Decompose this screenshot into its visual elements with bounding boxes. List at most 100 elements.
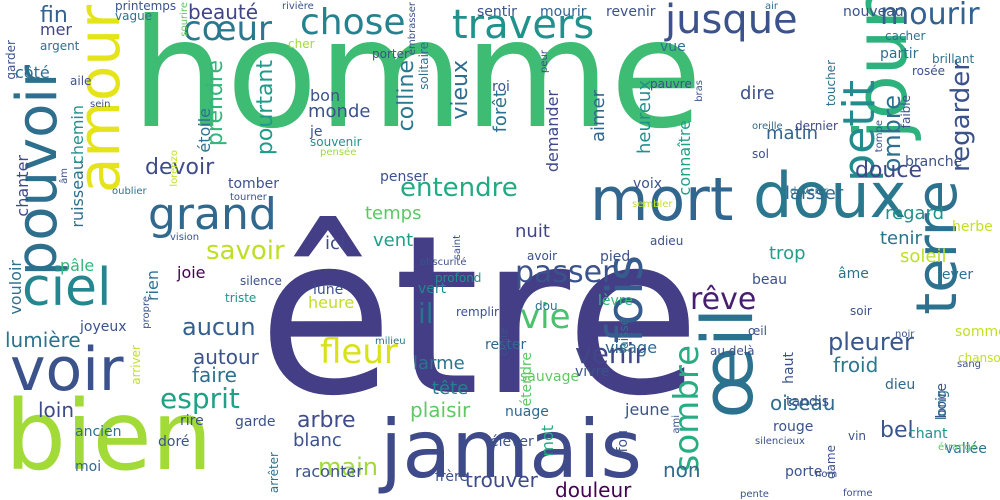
- word-fou: fou: [615, 430, 631, 453]
- word-aucun: aucun: [182, 313, 256, 341]
- word-vague: vague: [115, 9, 153, 23]
- word-brillant: brillant: [932, 52, 975, 66]
- word-sol: sol: [752, 147, 769, 161]
- word-rire: rire: [180, 413, 204, 429]
- word-lorenzo: lorenzo: [169, 150, 180, 187]
- word-lune: lune: [313, 282, 344, 298]
- word-etendre: étendre: [519, 352, 535, 407]
- word-oeil: œil: [748, 324, 767, 338]
- word-il: il: [418, 297, 434, 330]
- word-mort: mort: [590, 165, 734, 235]
- word-arreter: arrêter: [267, 452, 281, 494]
- word-pale: pâle: [60, 256, 95, 275]
- word-chemin: chemin: [68, 105, 87, 164]
- word-temps: temps: [365, 203, 422, 224]
- word-voir: voir: [10, 335, 124, 405]
- word-elever: élever: [490, 434, 534, 450]
- word-heure: heure: [308, 293, 355, 312]
- word-silencieux: silencieux: [755, 436, 805, 447]
- word-ame: âme: [838, 266, 869, 282]
- word-joie: joie: [177, 263, 206, 282]
- word-fleur: fleur: [320, 332, 398, 372]
- word-tomber: tomber: [228, 176, 279, 192]
- word-nom: nom: [815, 469, 838, 480]
- word-mourir: mourir: [540, 4, 587, 20]
- word-etre: être: [258, 188, 701, 444]
- word-douleur: douleur: [555, 478, 632, 500]
- word-partir: partir: [880, 46, 919, 62]
- word-vallee: vallée: [945, 441, 987, 457]
- word-garde: garde: [235, 414, 276, 430]
- word-sein: sein: [90, 99, 111, 110]
- word-regard: regard: [885, 203, 945, 224]
- word-peur: peur: [539, 50, 550, 73]
- word-frere: frère: [435, 469, 469, 485]
- word-heureux: heureux: [634, 80, 655, 155]
- word-cacher: cacher: [885, 29, 926, 43]
- word-grand: grand: [148, 189, 277, 240]
- word-tourner: tourner: [230, 192, 267, 203]
- word-rosee: rosée: [912, 64, 946, 78]
- word-silence: silence: [240, 274, 282, 288]
- word-herbe: herbe: [952, 219, 993, 235]
- word-faible: faible: [899, 95, 913, 129]
- word-doux: doux: [753, 159, 907, 232]
- word-matin: matin: [766, 123, 819, 144]
- word-pleurer: pleurer: [828, 328, 914, 356]
- word-travers: travers: [452, 2, 595, 48]
- word-solitaire: solitaire: [417, 42, 431, 90]
- word-reve: rêve: [690, 282, 757, 317]
- word-vision: vision: [170, 232, 200, 243]
- word-colline: colline: [394, 60, 419, 132]
- word-am: âm: [59, 168, 70, 184]
- word-penser: penser: [380, 169, 429, 185]
- word-monde: monde: [308, 101, 371, 122]
- word-froid: froid: [833, 353, 879, 377]
- word-beaute: beauté: [188, 0, 259, 24]
- word-pensee: pensée: [320, 147, 357, 158]
- word-trouver: trouver: [465, 468, 538, 492]
- word-dore: doré: [158, 434, 190, 450]
- word-pente: pente: [740, 489, 769, 500]
- word-bel: bel: [880, 418, 914, 443]
- word-cote: côté: [15, 63, 50, 82]
- word-joyeux: joyeux: [80, 319, 127, 335]
- word-devoir: devoir: [145, 155, 215, 180]
- word-nouveau: nouveau: [843, 4, 904, 20]
- word-dire: dire: [740, 83, 775, 104]
- word-oiseau: oiseau: [770, 391, 836, 415]
- word-bon: bon: [310, 86, 341, 105]
- word-douce: douce: [855, 158, 922, 183]
- word-tandis: tandis: [786, 394, 830, 410]
- word-savoir: savoir: [206, 236, 285, 266]
- word-rester: rester: [485, 337, 527, 353]
- word-dieu: dieu: [885, 377, 916, 393]
- word-homme: homme: [131, 0, 703, 162]
- word-lever: lever: [938, 267, 974, 283]
- word-laisse: laisse: [617, 318, 631, 352]
- word-obscurite: obscurité: [420, 257, 467, 268]
- word-larme: larme: [413, 353, 465, 374]
- word-bras: bras: [694, 80, 705, 102]
- word-cher: cher: [288, 37, 315, 51]
- word-profond: profond: [435, 271, 482, 285]
- word-oublier: oublier: [112, 186, 147, 197]
- word-pourtant: pourtant: [253, 60, 278, 156]
- word-mer: mer: [40, 20, 73, 39]
- word-au-dela: au delà: [710, 344, 755, 358]
- word-entendre: entendre: [400, 173, 518, 203]
- word-chanson: chanson: [958, 351, 1000, 365]
- word-milieu: milieu: [375, 336, 406, 347]
- word-etrange: étrange: [938, 442, 978, 453]
- word-forme: forme: [843, 488, 873, 499]
- word-visage: visage: [605, 338, 658, 357]
- word-connaitre: connaître: [675, 120, 694, 196]
- word-croire: croire: [499, 328, 510, 357]
- word-chanter: chanter: [13, 155, 32, 217]
- word-roi: roi: [492, 79, 510, 95]
- word-triste: triste: [225, 291, 257, 305]
- word-garder: garder: [4, 40, 18, 80]
- word-lumiere: lumière: [5, 328, 81, 352]
- word-non: non: [663, 458, 701, 482]
- word-foret: forêt: [490, 90, 511, 133]
